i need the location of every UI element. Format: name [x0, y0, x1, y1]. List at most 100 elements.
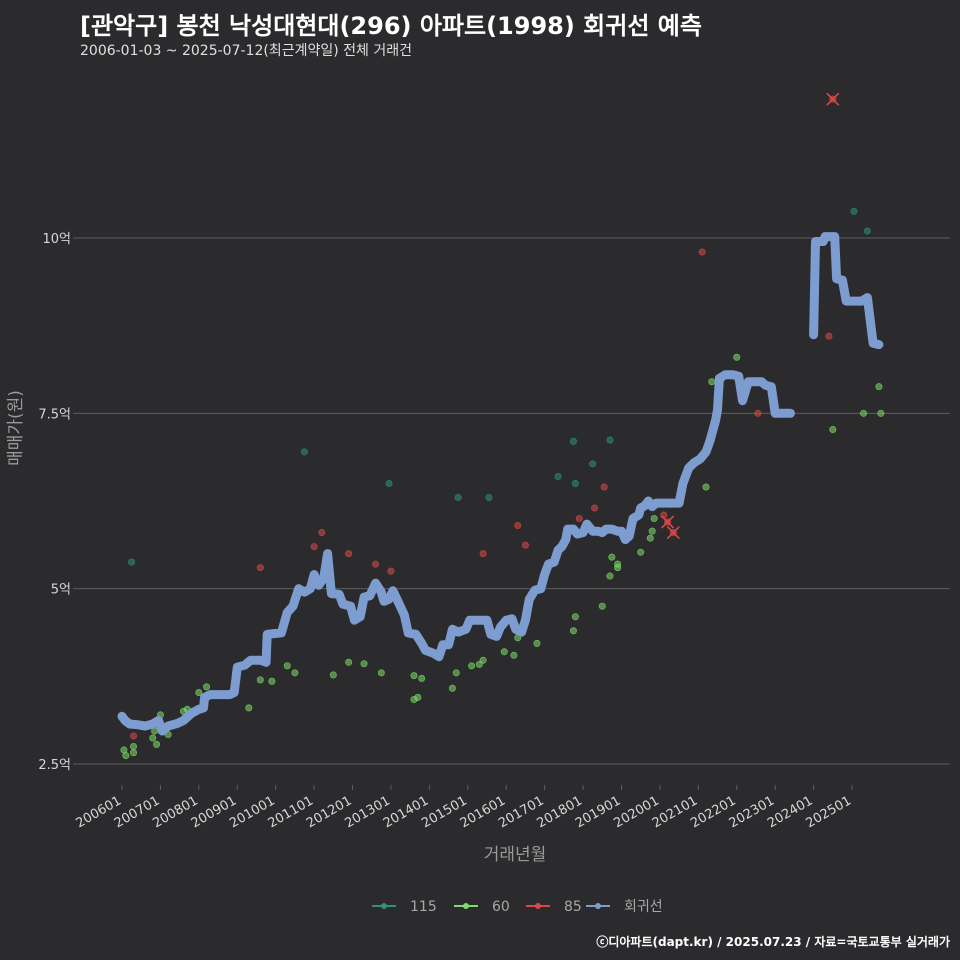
data-point-115: [454, 493, 462, 501]
data-point-60: [291, 669, 299, 677]
data-point-60: [130, 749, 138, 757]
chart-subtitle: 2006-01-03 ~ 2025-07-12(최근계약일) 전체 거래건: [80, 43, 412, 59]
data-point-85: [310, 543, 318, 551]
data-point-60: [733, 353, 741, 361]
data-point-85: [387, 567, 395, 575]
data-point-60: [195, 688, 203, 696]
data-point-60: [606, 572, 614, 580]
legend-swatch-dot: [463, 903, 469, 909]
data-point-115: [863, 227, 871, 235]
data-point-115: [385, 479, 393, 487]
data-point-85: [318, 529, 326, 537]
data-point-60: [708, 378, 716, 386]
legend-label: 회귀선: [624, 899, 663, 915]
y-tick-label: 2.5억: [38, 758, 71, 773]
data-point-60: [702, 483, 710, 491]
y-axis-title: 매매가(원): [6, 390, 26, 466]
data-point-60: [650, 515, 658, 523]
data-point-60: [345, 658, 353, 666]
legend-item-회귀선: 회귀선: [586, 899, 663, 915]
legend-label: 115: [410, 899, 437, 915]
data-point-60: [329, 671, 337, 679]
data-point-60: [637, 548, 645, 556]
x-axis: 2006012007012008012009012010012011012012…: [74, 785, 854, 831]
scatter-points: [120, 207, 885, 760]
data-point-115: [569, 437, 577, 445]
legend-label: 85: [564, 899, 582, 915]
regression-line: [117, 232, 884, 736]
y-axis: 2.5억 5억 7.5억 10억: [38, 232, 78, 773]
data-point-60: [410, 672, 418, 680]
data-point-60: [203, 683, 211, 691]
grid-lines: [78, 237, 950, 765]
data-point-85: [130, 732, 138, 740]
data-point-60: [268, 677, 276, 685]
data-point-115: [571, 479, 579, 487]
data-point-60: [646, 534, 654, 542]
legend-swatch-dot: [535, 903, 541, 909]
data-point-85: [754, 409, 762, 417]
outlier-cross: [826, 92, 840, 106]
data-point-60: [283, 662, 291, 670]
data-point-60: [533, 639, 541, 647]
data-point-115: [850, 207, 858, 215]
data-point-60: [256, 676, 264, 684]
data-point-115: [554, 472, 562, 480]
legend-item-85: 85: [526, 899, 582, 915]
data-point-60: [130, 742, 138, 750]
data-point-85: [575, 515, 583, 523]
data-point-85: [521, 541, 529, 549]
data-point-60: [245, 704, 253, 712]
legend-swatch-dot: [595, 903, 601, 909]
data-point-85: [479, 550, 487, 558]
data-point-115: [589, 460, 597, 468]
legend-item-115: 115: [372, 899, 437, 915]
y-tick-label: 7.5억: [38, 407, 71, 422]
data-point-60: [410, 695, 418, 703]
data-point-60: [377, 669, 385, 677]
data-point-60: [875, 383, 883, 391]
data-point-60: [608, 553, 616, 561]
data-point-60: [452, 669, 460, 677]
data-point-60: [569, 627, 577, 635]
source-footer: ⓒ디아파트(dapt.kr) / 2025.07.23 / 자료=국토교통부 실…: [596, 935, 950, 949]
legend-swatch-dot: [381, 903, 387, 909]
data-point-60: [479, 656, 487, 664]
data-point-60: [510, 651, 518, 659]
legend-label: 60: [492, 899, 510, 915]
chart-title: [관악구] 봉천 낙성대현대(296) 아파트(1998) 회귀선 예측: [80, 12, 702, 40]
regression-segment: [117, 370, 795, 736]
data-point-60: [149, 734, 157, 742]
outlier-point: [661, 515, 675, 529]
data-point-115: [300, 448, 308, 456]
legend: 115 60 85 회귀선: [372, 899, 663, 915]
data-point-115: [606, 436, 614, 444]
data-point-115: [128, 558, 136, 566]
outlier-cross: [666, 525, 680, 540]
data-point-60: [122, 752, 130, 760]
data-point-60: [500, 648, 508, 656]
x-axis-title: 거래년월: [484, 845, 547, 865]
data-point-60: [648, 527, 656, 535]
data-point-60: [468, 662, 476, 670]
data-point-60: [598, 602, 606, 610]
data-point-60: [153, 740, 161, 748]
data-point-60: [860, 409, 868, 417]
data-point-85: [698, 248, 706, 256]
data-point-85: [372, 560, 380, 568]
data-point-60: [571, 613, 579, 621]
data-point-85: [591, 504, 599, 512]
data-point-60: [360, 660, 368, 668]
data-point-60: [448, 684, 456, 692]
data-point-85: [256, 564, 264, 572]
data-point-115: [485, 493, 493, 501]
outlier-cross: [661, 515, 675, 529]
data-point-60: [829, 425, 837, 433]
data-point-85: [600, 483, 608, 491]
data-point-85: [825, 332, 833, 340]
data-point-60: [418, 674, 426, 682]
data-point-60: [614, 564, 622, 572]
data-point-85: [345, 550, 353, 558]
data-point-85: [514, 522, 522, 530]
outlier-point: [826, 92, 840, 106]
